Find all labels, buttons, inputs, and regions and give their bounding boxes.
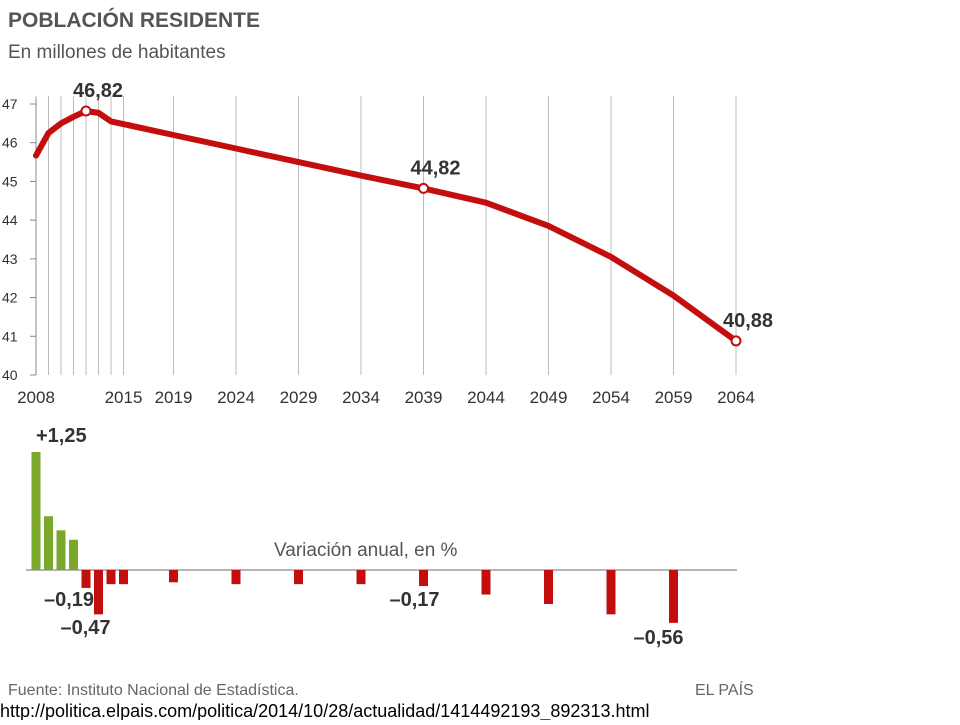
variation-bar <box>169 570 178 583</box>
y-tick-label: 44 <box>2 212 18 228</box>
variation-bar <box>669 570 678 623</box>
population-line-chart: 47 46 45 44 43 42 41 40 2008 2015 2019 2024 2029 2034… <box>2 80 773 407</box>
y-tick-label: 41 <box>2 328 18 344</box>
chart-subtitle: En millones de habitantes <box>8 42 226 63</box>
x-tick-label: 2029 <box>280 388 318 407</box>
x-tick-label: 2024 <box>217 388 255 407</box>
x-tick-label: 2059 <box>655 388 693 407</box>
bar-chart-title: Variación anual, en % <box>274 540 458 561</box>
variation-bar <box>44 516 53 570</box>
y-tick-label: 40 <box>2 367 18 383</box>
x-tick-label: 2044 <box>467 388 505 407</box>
variation-bar <box>94 570 103 615</box>
annotation-label: 44,82 <box>410 157 460 179</box>
annotation-label: 40,88 <box>723 310 773 332</box>
annotation-marker <box>418 182 429 194</box>
x-tick-label: 2054 <box>592 388 630 407</box>
population-series-line <box>33 108 739 344</box>
bar-value-label: –0,47 <box>61 617 111 639</box>
variation-bar <box>419 570 428 587</box>
x-tick-label: 2034 <box>342 388 380 407</box>
variation-bar <box>544 570 553 604</box>
brand-label: EL PAÍS <box>695 680 754 699</box>
x-tick-label: 2039 <box>405 388 443 407</box>
annotation-marker <box>80 105 92 117</box>
variation-bar <box>481 570 491 595</box>
x-tick-label: 2064 <box>717 388 755 407</box>
variation-bar <box>56 530 66 570</box>
bar-value-label: +1,25 <box>36 425 87 447</box>
variation-bar <box>231 570 241 585</box>
y-tick-label: 46 <box>2 135 18 151</box>
bar-value-label: –0,56 <box>634 627 684 649</box>
y-tick-label: 43 <box>2 251 18 267</box>
source-url[interactable]: http://politica.elpais.com/politica/2014… <box>0 701 649 722</box>
chart-title: POBLACIÓN RESIDENTE <box>8 8 260 32</box>
annual-variation-bar-chart: +1,25 –0,19 –0,47 –0,17 –0,56 <box>26 425 737 649</box>
variation-bar <box>31 452 41 570</box>
bar-value-label: –0,17 <box>390 589 440 611</box>
bar-value-label: –0,19 <box>44 589 94 611</box>
source-note: Fuente: Instituto Nacional de Estadístic… <box>8 682 299 699</box>
x-tick-label: 2049 <box>530 388 568 407</box>
variation-bar <box>119 570 128 585</box>
annotation-label: 46,82 <box>73 80 123 102</box>
variation-bar <box>294 570 303 585</box>
annotation-marker <box>730 335 742 347</box>
variation-bar <box>81 570 91 588</box>
x-tick-label: 2019 <box>155 388 193 407</box>
variation-bar <box>356 570 366 585</box>
y-tick-label: 47 <box>2 96 18 112</box>
x-tick-label: 2015 <box>105 388 143 407</box>
x-tick-label: 2008 <box>17 388 55 407</box>
variation-bar <box>106 570 116 585</box>
variation-bar <box>606 570 616 615</box>
y-tick-label: 45 <box>2 173 18 189</box>
y-tick-label: 42 <box>2 290 18 306</box>
variation-bar <box>69 539 78 570</box>
